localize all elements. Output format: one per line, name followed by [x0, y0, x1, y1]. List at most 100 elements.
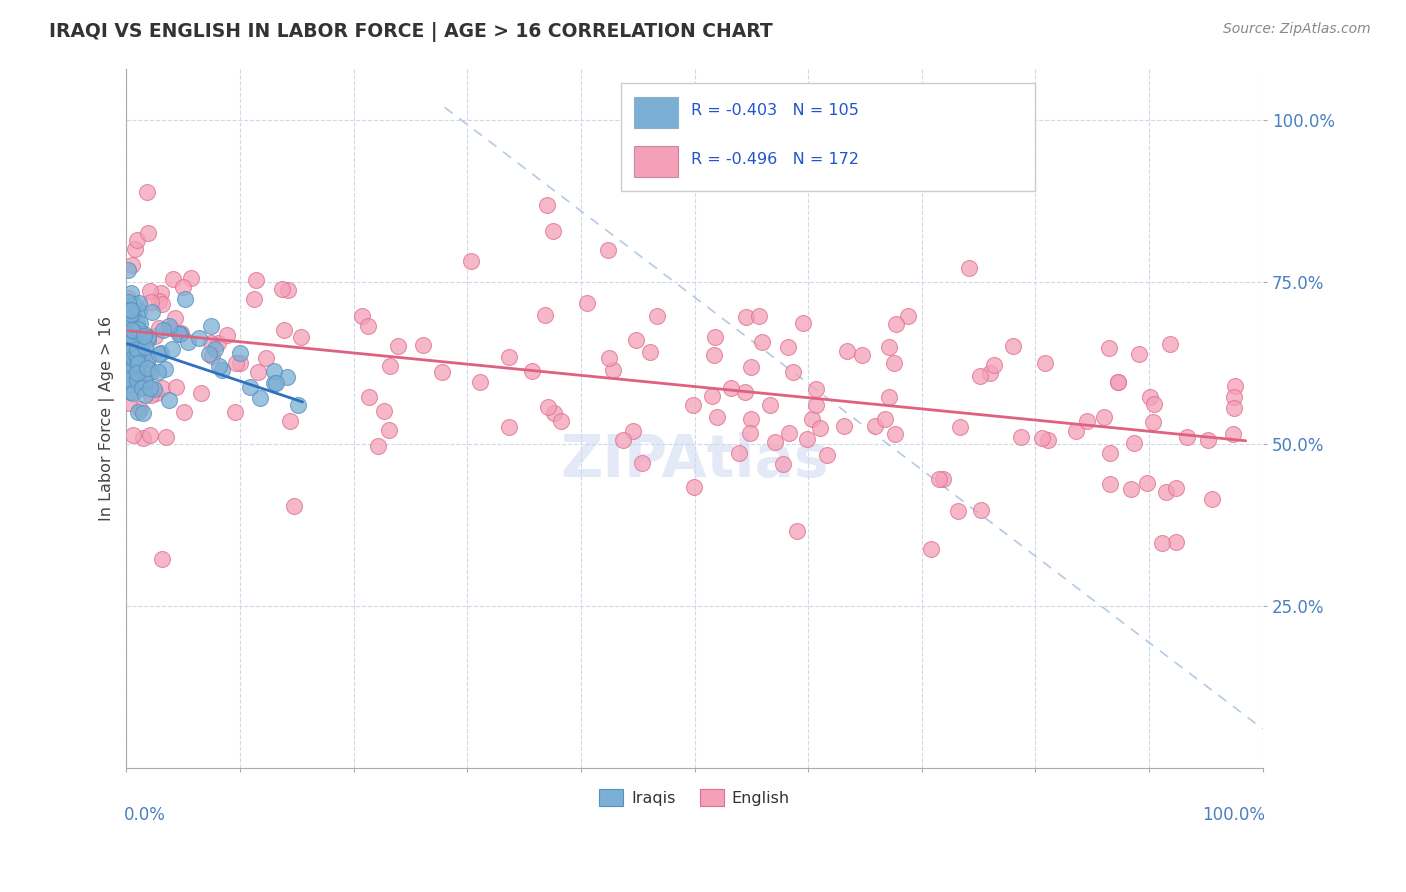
Point: [229, 346, 252, 360]
Point: [1035, 356, 1057, 370]
Point: [136, 226, 159, 240]
Point: [139, 366, 162, 380]
Point: [751, 335, 773, 350]
Point: [367, 439, 389, 453]
Point: [883, 356, 905, 370]
Point: [1222, 427, 1244, 442]
Point: [159, 320, 181, 334]
Point: [136, 333, 159, 347]
Point: [412, 338, 434, 352]
Point: [865, 419, 887, 434]
Point: [127, 405, 149, 419]
Point: [139, 295, 162, 310]
Point: [254, 351, 277, 365]
Point: [170, 326, 193, 340]
Point: [127, 357, 149, 371]
Point: [1066, 424, 1088, 438]
Point: [134, 340, 156, 354]
Point: [1098, 341, 1121, 355]
Point: [145, 385, 167, 400]
Point: [174, 292, 197, 306]
Point: [1159, 336, 1181, 351]
Point: [352, 309, 374, 323]
Point: [243, 293, 266, 307]
Point: [596, 244, 619, 258]
Point: [136, 185, 159, 199]
Point: [125, 339, 148, 353]
Point: [120, 372, 142, 386]
Point: [134, 326, 156, 341]
Point: [1164, 535, 1187, 549]
Point: [1031, 431, 1053, 445]
Point: [120, 372, 142, 386]
Point: [1197, 434, 1219, 448]
Point: [706, 409, 728, 424]
Point: [149, 286, 172, 301]
Point: [801, 411, 824, 425]
Point: [128, 316, 150, 330]
Point: [117, 352, 139, 367]
Point: [125, 366, 148, 380]
Point: [200, 335, 222, 350]
Point: [131, 369, 153, 384]
Point: [127, 233, 149, 247]
Point: [949, 420, 972, 434]
Point: [129, 354, 152, 368]
Point: [121, 370, 143, 384]
Point: [432, 365, 454, 379]
Point: [127, 322, 149, 336]
Point: [792, 316, 814, 330]
Point: [118, 336, 141, 351]
Point: [125, 343, 148, 357]
Point: [740, 412, 762, 426]
Point: [266, 376, 288, 391]
Point: [121, 362, 143, 376]
Point: [498, 350, 520, 364]
Point: [682, 398, 704, 412]
Point: [121, 343, 143, 358]
Point: [152, 323, 174, 337]
Point: [884, 317, 907, 331]
Point: [970, 503, 993, 517]
Point: [172, 280, 194, 294]
Point: [124, 302, 146, 317]
Point: [135, 352, 157, 367]
Point: [117, 315, 139, 329]
Point: [928, 472, 950, 486]
Point: [125, 350, 148, 364]
Point: [128, 296, 150, 310]
Point: [150, 381, 173, 395]
Point: [180, 270, 202, 285]
Point: [121, 332, 143, 346]
Point: [1010, 430, 1032, 444]
Point: [173, 405, 195, 419]
Point: [117, 364, 139, 378]
Point: [200, 319, 222, 334]
Point: [703, 330, 725, 344]
Point: [155, 430, 177, 444]
Point: [1154, 485, 1177, 500]
Point: [575, 296, 598, 310]
Point: [157, 319, 180, 334]
Point: [470, 375, 492, 389]
Point: [740, 360, 762, 375]
Point: [131, 381, 153, 395]
Point: [167, 327, 190, 342]
Point: [121, 307, 143, 321]
Point: [122, 326, 145, 340]
Point: [120, 302, 142, 317]
Point: [387, 338, 409, 352]
Point: [117, 329, 139, 343]
Point: [263, 364, 285, 378]
Point: [117, 351, 139, 366]
Point: [1136, 475, 1159, 490]
Point: [1107, 376, 1129, 390]
Text: ZIPAtlas: ZIPAtlas: [560, 432, 830, 489]
Point: [122, 297, 145, 311]
Point: [153, 362, 176, 376]
Text: R = -0.403   N = 105: R = -0.403 N = 105: [692, 103, 859, 118]
Point: [796, 432, 818, 446]
Point: [877, 340, 900, 354]
Point: [148, 294, 170, 309]
Point: [134, 375, 156, 389]
